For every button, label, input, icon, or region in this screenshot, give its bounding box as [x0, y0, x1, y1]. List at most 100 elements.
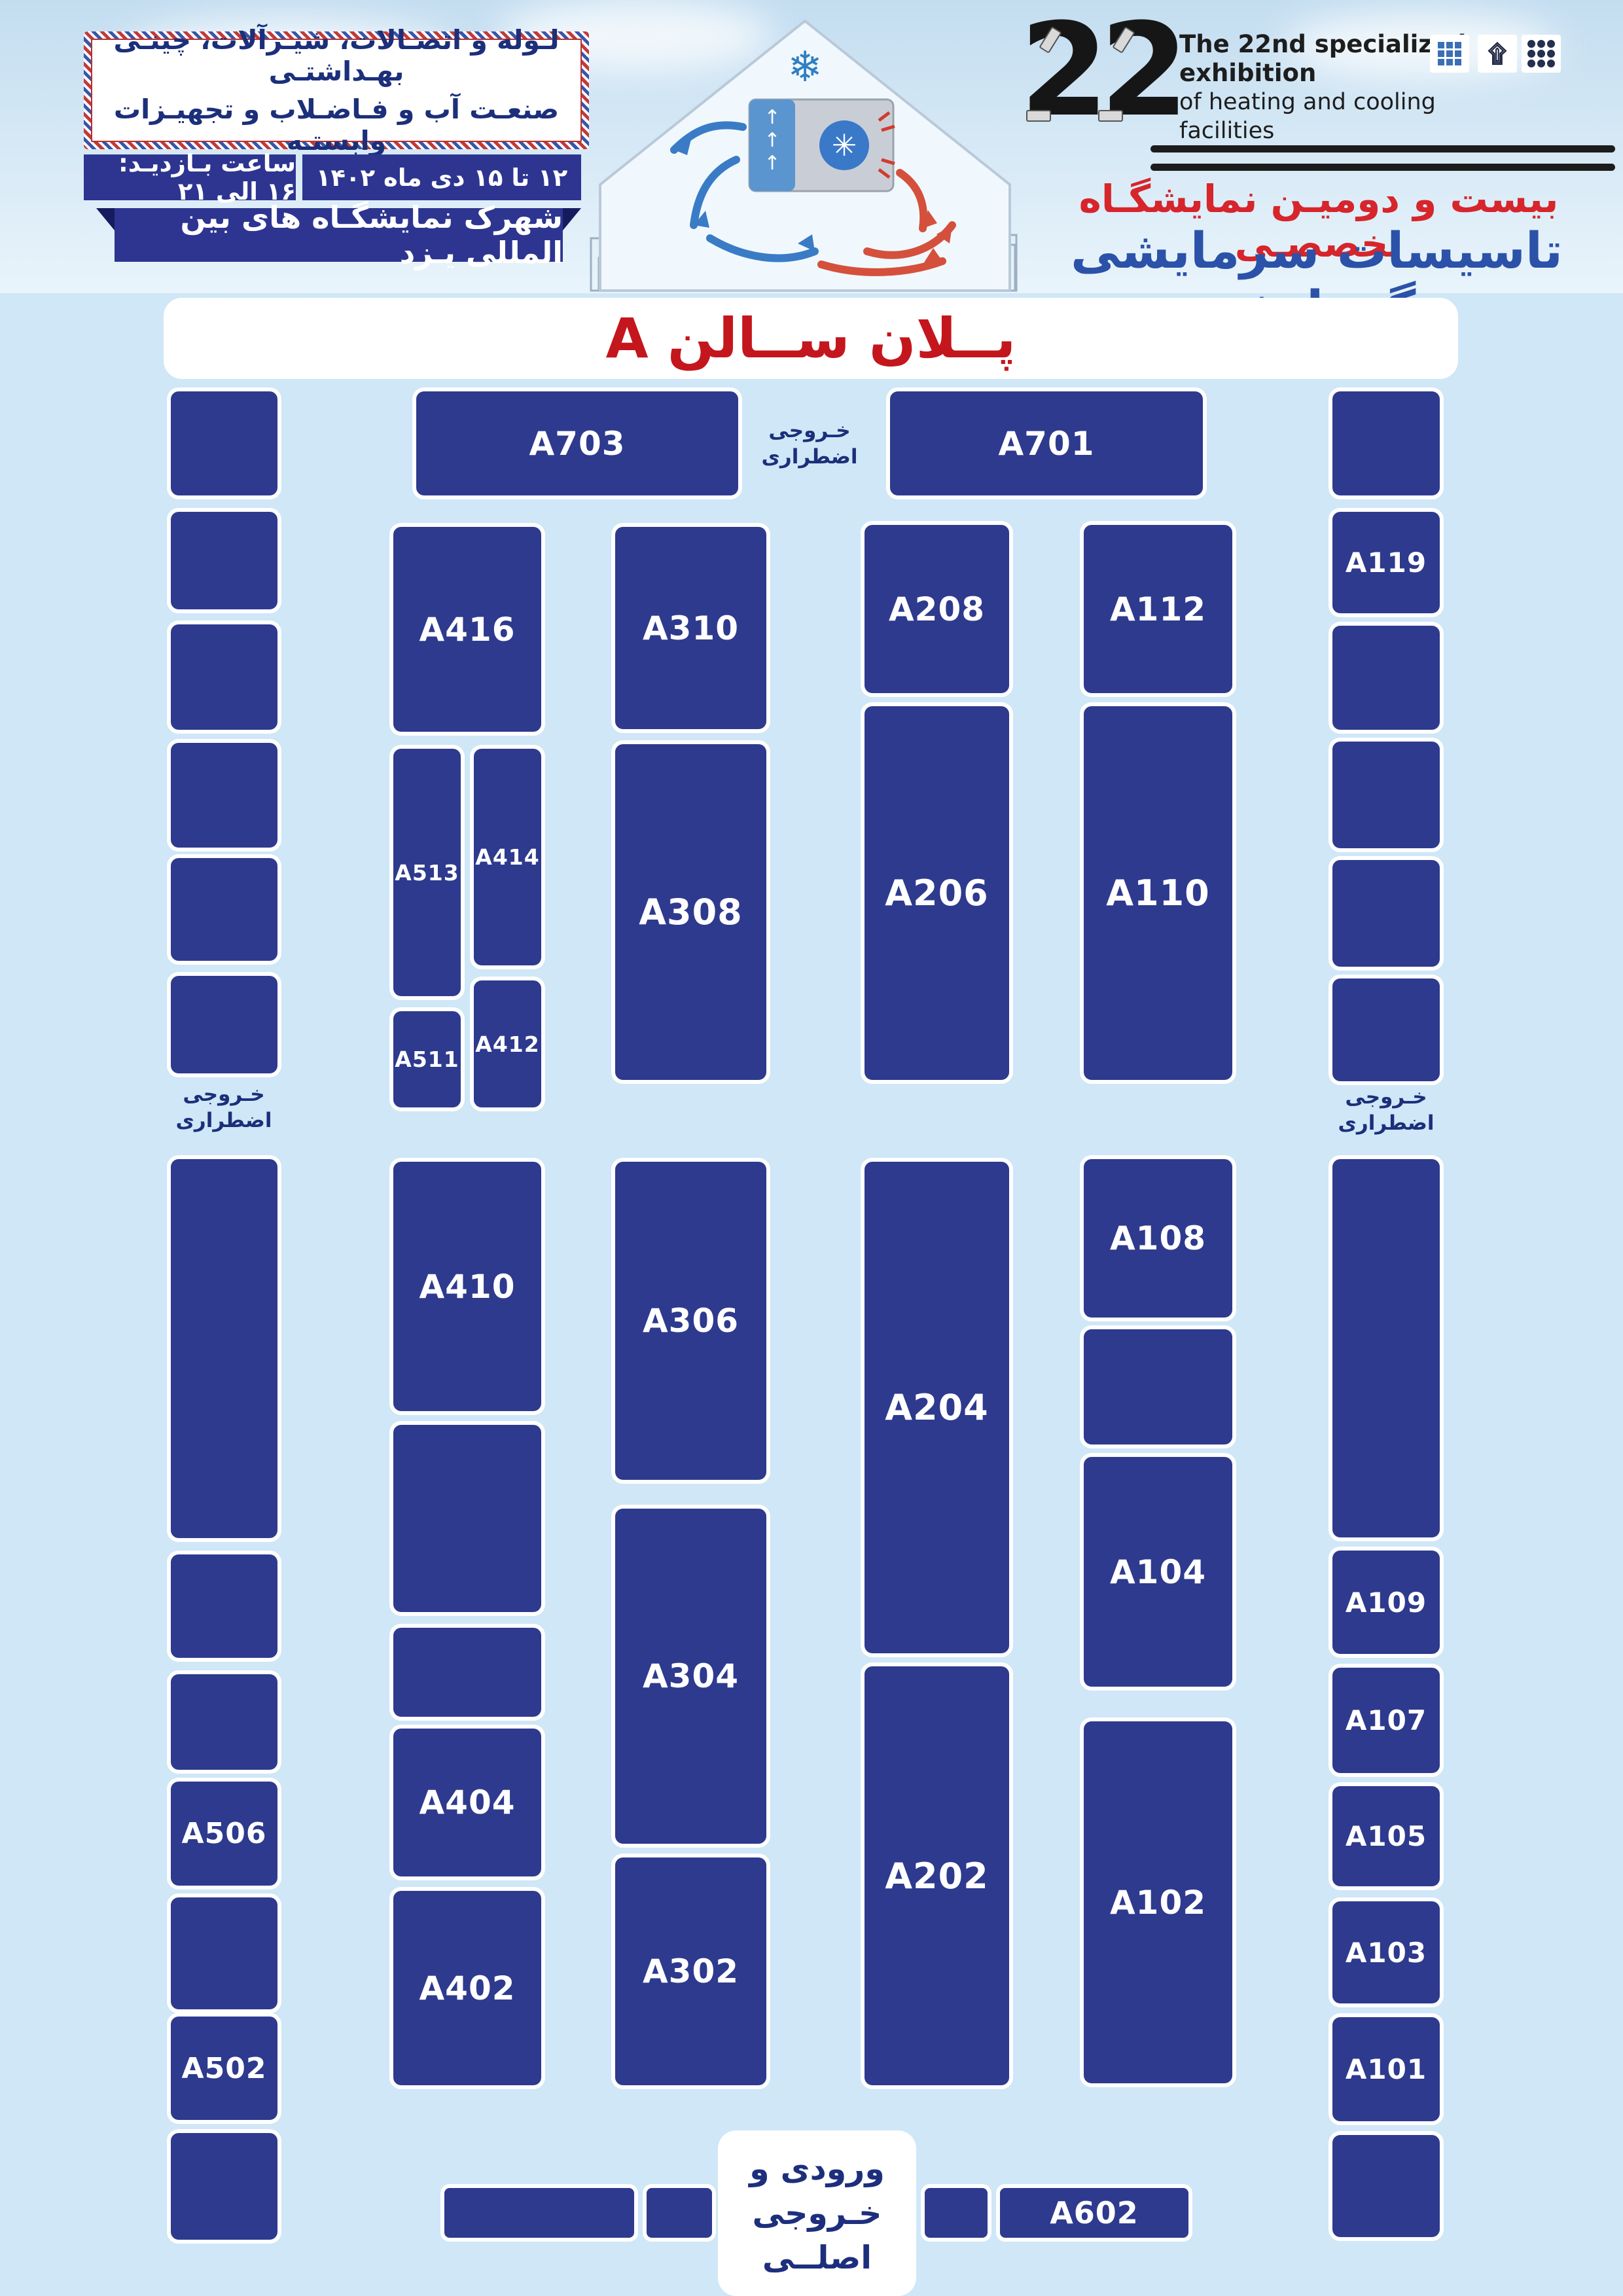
booth-blank-r5 [1329, 856, 1444, 971]
booth-A511: A511 [389, 1007, 465, 1111]
exit-label-line-1: خـروجی [1345, 1085, 1427, 1109]
iran-emblem-logo: ۩ [1478, 35, 1517, 73]
booth-blank-c2a [389, 1421, 545, 1616]
entrance-line-3: اصلــی [762, 2238, 872, 2276]
booth-A206: A206 [861, 702, 1013, 1084]
svg-text:✳: ✳ [832, 128, 857, 163]
exit-label-line-2: اضطراری [1338, 1111, 1435, 1135]
booth-A110: A110 [1080, 702, 1236, 1084]
booth-label: A110 [1106, 872, 1210, 914]
booth-A513: A513 [389, 745, 465, 1000]
booth-label: A109 [1345, 1586, 1427, 1619]
cold-arrowheads [674, 139, 815, 251]
cold-air-arrows [670, 121, 819, 262]
plan-title-bar: پــلان ســالن A [164, 298, 1458, 379]
exit-label-line-2: اضطراری [761, 445, 858, 469]
booth-A109: A109 [1329, 1547, 1444, 1658]
booth-blank-tl [167, 387, 281, 499]
booth-A101: A101 [1329, 2013, 1444, 2125]
booth-label: A511 [395, 1047, 459, 1072]
svg-text:↑: ↑ [764, 106, 780, 129]
exit-label-line-1: خـروجی [183, 1083, 265, 1106]
exit-right-emergency-label: خـروجی اضطراری [1321, 1084, 1452, 1136]
booth-A703: A703 [412, 387, 742, 499]
ac-unit-icon: ↑ ↑ ↑ ✳ [748, 98, 895, 192]
exhibition-dates: ۱۲ تا ۱۵ دی ماه ۱۴۰۲ [302, 154, 581, 200]
booth-label: A513 [395, 859, 459, 886]
visiting-hours: ساعت بـازدیـد: ۱۶ الی ۲۱ [84, 149, 296, 206]
hvac-house-illustration: ❄ ↑ ↑ ↑ ✳ [590, 19, 1018, 292]
pipe-divider-line [1150, 145, 1615, 152]
booth-blank-r4 [1329, 738, 1444, 852]
booth-A506: A506 [167, 1778, 281, 1890]
booth-blank-c5 [1080, 1325, 1236, 1448]
booth-label: A414 [475, 844, 540, 870]
exit-top-emergency-label: خـروجی اضطراری [744, 418, 875, 470]
pipe-joint-icon [1026, 110, 1051, 122]
booth-label: A404 [419, 1784, 516, 1821]
booth-blank-r3 [1329, 622, 1444, 734]
english-title-line-2: of heating and cooling facilities [1179, 89, 1436, 144]
booth-A208: A208 [861, 521, 1013, 697]
booth-blank-left-tall [167, 1155, 281, 1542]
booth-A410: A410 [389, 1158, 545, 1415]
booth-A412: A412 [470, 977, 545, 1111]
pictogram-logo [1522, 35, 1561, 73]
booth-A119: A119 [1329, 508, 1444, 617]
booth-A306: A306 [611, 1158, 770, 1484]
booth-label: A703 [529, 424, 626, 463]
booth-blank-l2 [167, 508, 281, 613]
booth-A402: A402 [389, 1887, 545, 2089]
booth-A112: A112 [1080, 521, 1236, 697]
booth-blank-r6 [1329, 975, 1444, 1085]
booth-label: A101 [1345, 2053, 1427, 2085]
snowflake-icon: ❄ [787, 43, 823, 92]
booth-A102: A102 [1080, 1717, 1236, 2087]
booth-bar-2 [643, 2184, 716, 2242]
booth-A204: A204 [861, 1158, 1013, 1657]
english-title-line-1: The 22nd specialized exhibition [1179, 30, 1467, 87]
booth-blank-l3 [167, 620, 281, 734]
booth-bar-1 [440, 2184, 638, 2242]
booth-blank-c2b [389, 1624, 545, 1721]
plan-title-text: پــلان ســالن A [605, 306, 1016, 370]
entrance-line-1: ورودی و [749, 2149, 885, 2187]
booth-label: A306 [642, 1302, 740, 1340]
booth-blank-l4 [167, 739, 281, 852]
booth-blank-right-tall [1329, 1155, 1444, 1541]
booth-blank-r7 [1329, 2131, 1444, 2241]
booth-A404: A404 [389, 1725, 545, 1880]
booth-A302: A302 [611, 1854, 770, 2089]
booth-label: A416 [419, 610, 516, 649]
booth-label: A310 [642, 609, 740, 647]
exit-label-line-2: اضطراری [175, 1109, 272, 1132]
booth-A701: A701 [886, 387, 1207, 499]
booth-label: A402 [419, 1969, 516, 2007]
ribbon-fold-left [96, 208, 115, 230]
scope-line-1: لـوله و اتصـالات، شیـرآلات، چینـی بهـداش… [113, 24, 560, 87]
exhibition-persian-title-red: بیست و دومیـن نمایشگـاه تخصصـی [1079, 177, 1559, 266]
hot-arrowheads [923, 210, 952, 262]
booth-A304: A304 [611, 1505, 770, 1848]
organizer-logo-grid [1430, 35, 1469, 73]
booth-A308: A308 [611, 740, 770, 1084]
booth-A202: A202 [861, 1662, 1013, 2089]
booth-A107: A107 [1329, 1664, 1444, 1777]
booth-label: A112 [1109, 590, 1207, 628]
exhibition-english-title: The 22nd specialized exhibition of heati… [1179, 30, 1487, 145]
svg-text:↑: ↑ [764, 129, 780, 152]
booth-blank-tr [1329, 387, 1444, 499]
booth-A108: A108 [1080, 1155, 1236, 1321]
booth-blank-l8 [167, 1670, 281, 1774]
entrance-line-2: خـروجی [752, 2194, 882, 2232]
booth-label: A302 [642, 1952, 740, 1990]
booth-A602: A602 [996, 2184, 1192, 2242]
exit-label-line-1: خـروجی [768, 419, 851, 442]
booth-label: A602 [1050, 2195, 1139, 2231]
booth-A502: A502 [167, 2013, 281, 2124]
booth-blank-l6 [167, 972, 281, 1077]
booth-label: A119 [1345, 547, 1427, 579]
booth-label: A506 [181, 1817, 267, 1850]
booth-label: A701 [998, 424, 1095, 463]
ribbon-fold-right [563, 208, 581, 230]
